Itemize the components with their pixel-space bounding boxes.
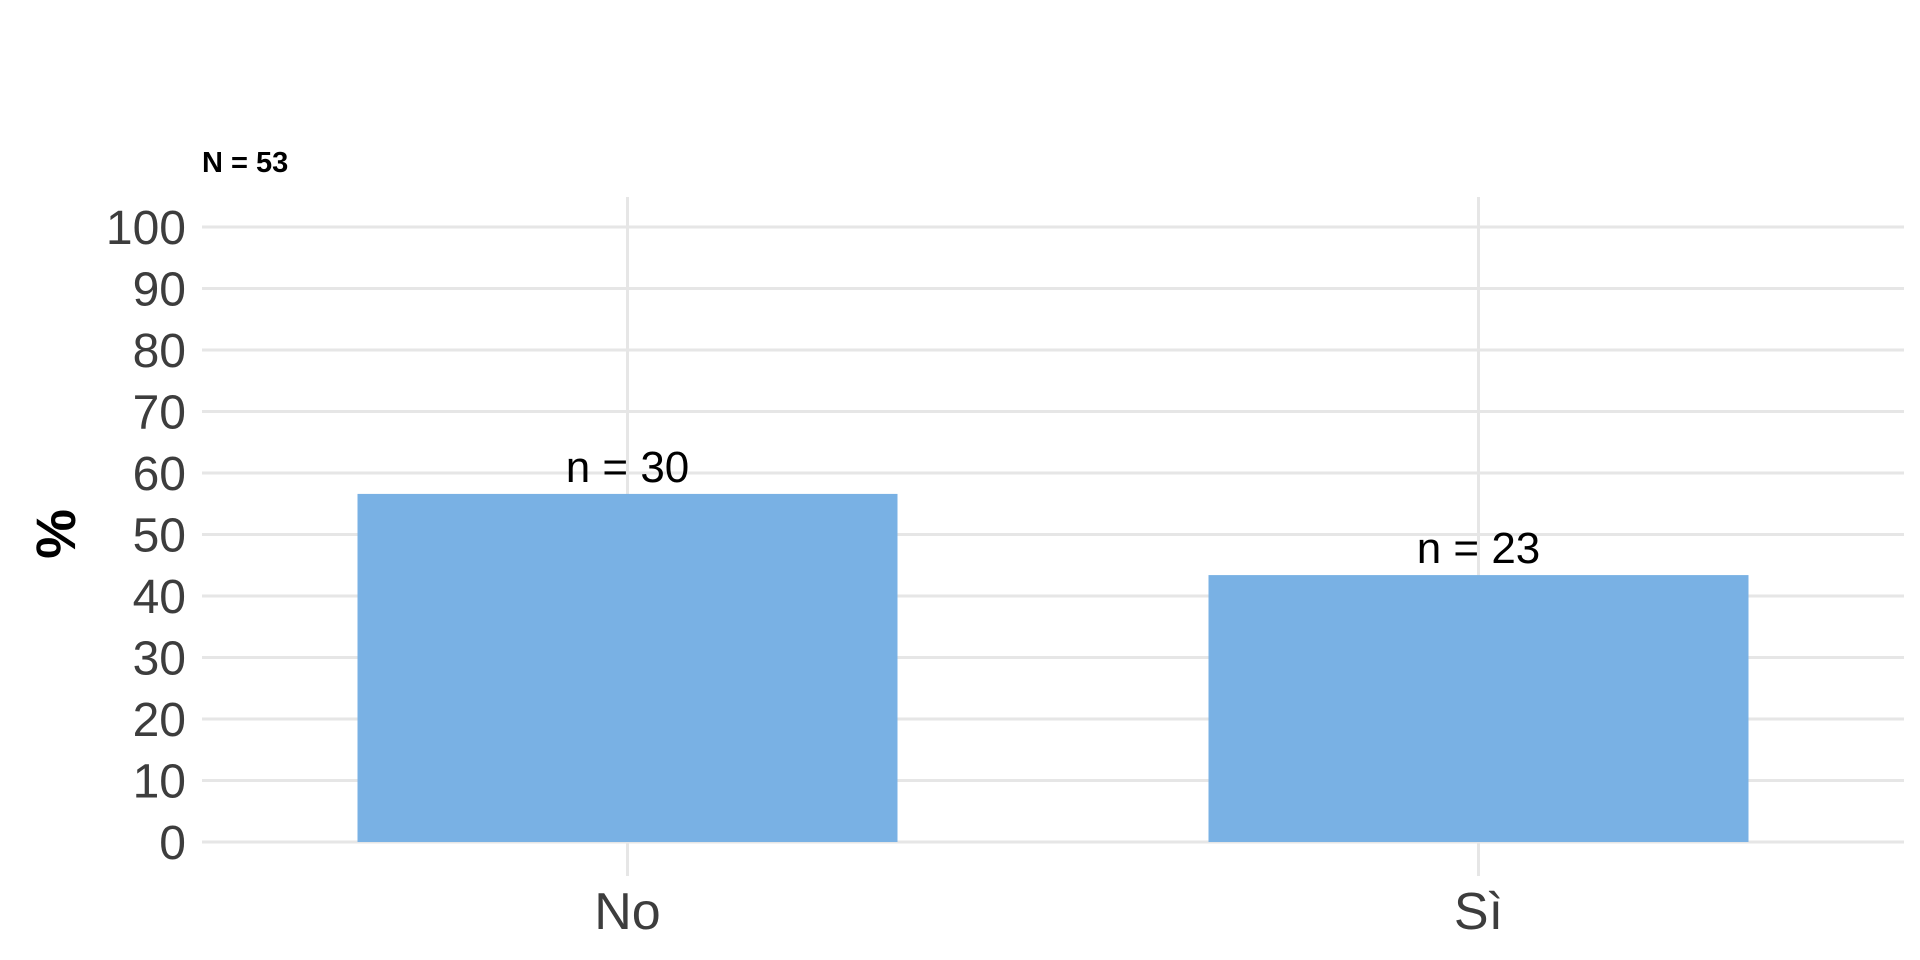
bar — [357, 493, 898, 842]
y-tick-label: 20 — [133, 694, 186, 747]
y-tick-label: 0 — [159, 817, 186, 870]
y-tick-label: 60 — [133, 448, 186, 501]
x-tick-label: Sì — [1454, 883, 1503, 941]
label-layer: 0 10 20 30 40 50 60 70 80 90 100 No Sì n = 30 n = 23 — [106, 202, 1540, 941]
y-tick-label: 70 — [133, 387, 186, 440]
bar-data-label: n = 30 — [566, 443, 690, 492]
y-tick-label: 50 — [133, 510, 186, 563]
y-tick-label: 30 — [133, 633, 186, 686]
x-tick-label: No — [594, 883, 660, 941]
y-axis-label: % — [24, 509, 87, 559]
bar — [1208, 575, 1749, 842]
y-tick-label: 80 — [133, 325, 186, 378]
chart-subtitle: N = 53 — [202, 147, 288, 179]
y-tick-label: 10 — [133, 756, 186, 809]
bar-layer — [357, 493, 1749, 842]
y-tick-label: 90 — [133, 264, 186, 317]
y-tick-label: 100 — [106, 202, 186, 255]
y-tick-label: 40 — [133, 571, 186, 624]
bar-data-label: n = 23 — [1417, 524, 1541, 573]
